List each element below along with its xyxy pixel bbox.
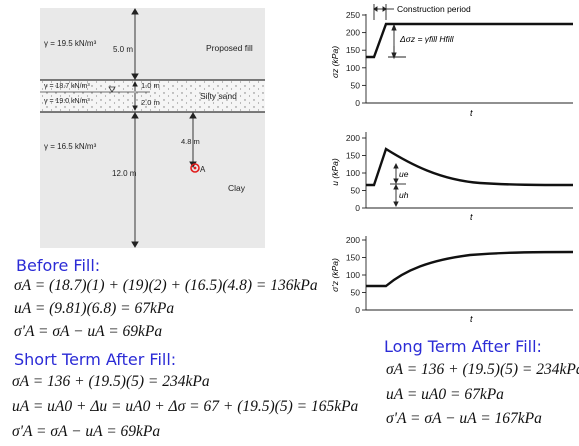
g2-ytick-200: 200 [346,133,360,143]
before-fill-effective-stress: σ'A = σA − uA = 69kPa [14,323,163,340]
g3-ytick-50: 50 [351,288,361,298]
total-stress-graph: 0 50 100 150 200 250 σz (kPa) t Construc… [330,4,573,118]
g1-ytick-50: 50 [351,80,361,90]
point-a-label: A [200,165,206,174]
long-term-effective-stress: σ'A = σA − uA = 167kPa [386,410,542,427]
g1-ytick-0: 0 [355,98,360,108]
construction-period-label: Construction period [397,4,471,14]
pore-pressure-curve [366,147,574,187]
sand-layer-label: Silty sand [200,91,237,101]
g3-ytick-200: 200 [346,235,360,245]
profile-background [40,8,265,248]
short-term-pore-pressure: uA = uA0 + Δu = uA0 + Δσ = 67 + (19.5)(5… [12,398,359,415]
g1-ytick-200: 200 [346,28,360,38]
pore-pressure-graph: 0 50 100 150 200 u (kPa) t ue uh [330,132,574,222]
sand-upper-unit-weight: γ = 18.7 kN/m³ [44,83,90,90]
g2-ytick-150: 150 [346,151,360,161]
g2-ylabel: u (kPa) [330,158,340,186]
g1-ytick-250: 250 [346,10,360,20]
effective-stress-curve [366,250,574,288]
sand-texture [40,80,265,112]
soil-profile-figure: γ = 19.5 kN/m³ 5.0 m Proposed fill γ = 1… [40,8,265,248]
point-a-marker [190,163,200,173]
g3-ylabel: σ'z (kPa) [330,258,340,292]
g3-ytick-150: 150 [346,253,360,263]
short-term-total-stress: σA = 136 + (19.5)(5) = 234kPa [12,373,210,390]
before-fill-pore-pressure: uA = (9.81)(6.8) = 67kPa [14,300,175,317]
total-stress-curve [366,22,573,59]
g3-xlabel: t [470,314,473,324]
clay-unit-weight: γ = 16.5 kN/m³ [44,142,97,151]
sand-upper-thickness: 1.0 m [141,81,160,90]
g2-ytick-100: 100 [346,168,360,178]
clay-thickness: 12.0 m [112,169,137,178]
fill-layer-label: Proposed fill [206,43,253,53]
dimension-lines [131,8,197,248]
g2-ytick-0: 0 [355,203,360,213]
g2-ytick-50: 50 [351,186,361,196]
point-depth: 4.8 m [181,137,200,146]
short-term-effective-stress: σ'A = σA − uA = 69kPa [12,423,161,440]
before-fill-total-stress: σA = (18.7)(1) + (19)(2) + (16.5)(4.8) =… [14,277,318,294]
g1-ytick-150: 150 [346,45,360,55]
long-term-heading: Long Term After Fill: [384,337,542,356]
g2-xlabel: t [470,212,473,222]
g3-ytick-100: 100 [346,270,360,280]
before-fill-heading: Before Fill: [16,256,101,275]
g1-xlabel: t [470,108,473,118]
ue-label: ue [399,169,409,179]
g1-ylabel: σz (kPa) [330,46,340,78]
g3-ytick-0: 0 [355,305,360,315]
fill-unit-weight: γ = 19.5 kN/m³ [44,39,97,48]
point-a-dot [193,166,197,170]
uh-label: uh [399,190,409,200]
long-term-pore-pressure: uA = uA0 = 67kPa [386,386,504,403]
clay-layer-label: Clay [228,183,246,193]
sand-lower-unit-weight: γ = 19.0 kN/m³ [44,98,90,105]
short-term-heading: Short Term After Fill: [14,350,177,369]
fill-thickness: 5.0 m [113,45,133,54]
long-term-total-stress: σA = 136 + (19.5)(5) = 234kPa [386,361,579,378]
water-table-icon [108,86,116,93]
delta-sigma-label: Δσz = γfill Hfill [399,34,455,44]
sand-lower-thickness: 2.0 m [141,98,160,107]
effective-stress-graph: 0 50 100 150 200 σ'z (kPa) t [330,235,574,324]
g1-ytick-100: 100 [346,63,360,73]
